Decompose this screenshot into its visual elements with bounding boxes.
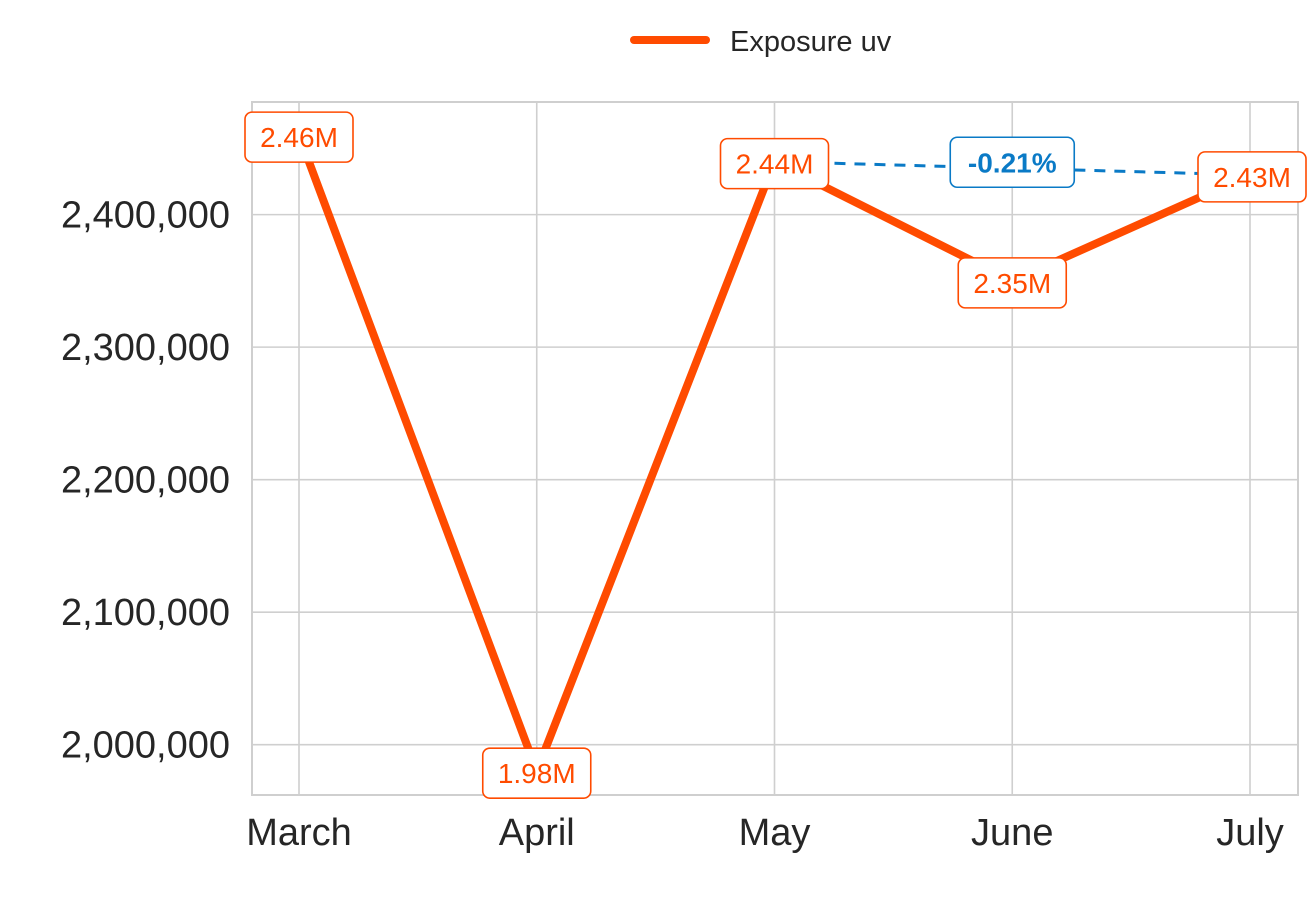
y-tick-label: 2,400,000 [61, 195, 230, 237]
legend-label-exposure-uv: Exposure uv [730, 26, 892, 58]
data-label-box [719, 137, 830, 190]
data-label-text: 2.44M [736, 149, 814, 180]
y-tick-label: 2,000,000 [61, 725, 230, 767]
x-tick-label: June [971, 812, 1053, 854]
data-labels: 2.46M 1.98M 2.44M 2.35M 2.43M [244, 111, 1307, 799]
data-label-box [481, 747, 592, 799]
data-label-text: 1.98M [498, 758, 576, 789]
data-label: 2.35M [957, 257, 1068, 309]
legend: Exposure uv [630, 26, 892, 58]
change-label: -0.21% [968, 147, 1057, 178]
x-tick-label: April [499, 812, 575, 854]
x-tick-label: May [739, 812, 811, 854]
plot-frame [251, 101, 1299, 796]
data-label: 2.46M [244, 111, 354, 163]
y-tick-label: 2,300,000 [61, 327, 230, 369]
change-label-box [949, 136, 1076, 189]
data-label: 1.98M [481, 747, 592, 799]
data-label-text: 2.46M [260, 122, 338, 153]
data-label-box [244, 111, 354, 163]
x-tick-label: March [246, 812, 352, 854]
x-tick-label: July [1216, 812, 1284, 854]
data-label-box [957, 257, 1068, 309]
y-tick-label: 2,200,000 [61, 460, 230, 502]
data-label-text: 2.43M [1213, 162, 1291, 193]
data-label-text: 2.35M [973, 268, 1051, 299]
change-annotation: -0.21% [774, 136, 1251, 189]
y-axis-ticks: 2,000,000 2,100,000 2,200,000 2,300,000 2,40… [61, 195, 230, 767]
data-label-box [1197, 151, 1307, 203]
y-tick-label: 2,100,000 [61, 592, 230, 634]
grid-lines [252, 102, 1298, 795]
data-label: 2.43M [1197, 151, 1307, 203]
data-label: 2.44M [719, 137, 830, 190]
x-axis-ticks: March April May June July [246, 812, 1284, 854]
